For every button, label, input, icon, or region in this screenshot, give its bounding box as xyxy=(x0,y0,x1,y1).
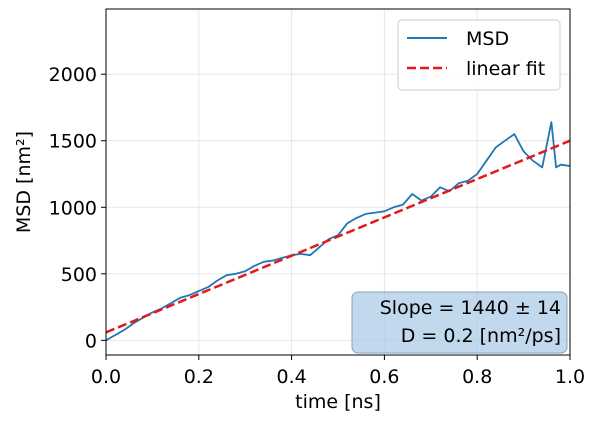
slope-text: Slope = 1440 ± 14 xyxy=(380,297,561,319)
tick-layer: 0.0 0.2 0.4 0.6 0.8 1.0 0 500 1000 1500 2000 xyxy=(49,64,585,388)
y-tick-label: 0 xyxy=(85,330,97,352)
x-tick-label: 0.4 xyxy=(276,366,306,388)
diffusion-text: D = 0.2 [nm²/ps] xyxy=(401,325,561,347)
x-tick-label: 0.2 xyxy=(184,366,214,388)
y-axis-label-text: MSD [nm²] xyxy=(13,131,35,233)
legend-label-msd: MSD xyxy=(466,28,509,50)
y-tick-label: 1500 xyxy=(49,131,97,153)
slope-annotation: Slope = 1440 ± 14 D = 0.2 [nm²/ps] xyxy=(351,291,568,354)
x-tick-label: 0.8 xyxy=(462,366,492,388)
legend-label-linear-fit: linear fit xyxy=(466,58,545,80)
legend: MSD linear fit xyxy=(397,19,561,91)
series-line-msd xyxy=(105,121,571,342)
y-tick-label: 2000 xyxy=(49,64,97,86)
y-tick-label: 1000 xyxy=(49,197,97,219)
x-tick-label: 0.6 xyxy=(369,366,399,388)
x-axis-label: time [ns] xyxy=(295,391,381,413)
annotation-box xyxy=(351,291,568,354)
y-axis-label: MSD [nm²] xyxy=(13,131,35,233)
plot-frame xyxy=(105,8,571,356)
x-tick-label: 0.0 xyxy=(91,366,121,388)
series-line-linear-fit xyxy=(105,139,571,334)
x-tick-label: 1.0 xyxy=(555,366,585,388)
series-layer xyxy=(105,121,571,342)
y-tick-label: 500 xyxy=(61,264,97,286)
